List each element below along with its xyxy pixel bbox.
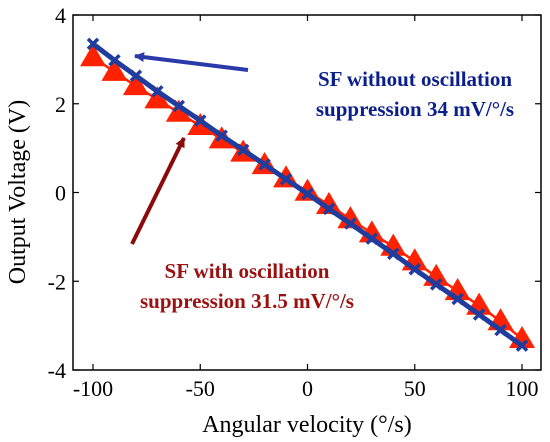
- data-point: [365, 232, 379, 245]
- data-point: [494, 323, 507, 337]
- y-tick-label: 2: [55, 92, 66, 117]
- data-point: [466, 292, 493, 315]
- data-point: [187, 112, 214, 136]
- data-point: [344, 217, 357, 230]
- data-point: [165, 99, 192, 122]
- annotation-blue-line1: SF without oscillation: [318, 67, 512, 91]
- data-point: [429, 278, 443, 291]
- data-point: [515, 339, 529, 352]
- data-point: [337, 206, 364, 229]
- data-point: [301, 187, 314, 201]
- data-point: [129, 69, 143, 83]
- annotation-arrow-red: [130, 137, 186, 245]
- annotation-arrow-blue: [134, 52, 249, 72]
- data-point: [279, 172, 293, 186]
- data-point: [294, 178, 321, 201]
- annotation-red-line2: suppression 31.5 mV/°/s: [140, 289, 354, 313]
- series-layer: [80, 37, 535, 352]
- data-point: [487, 308, 514, 331]
- data-point: [86, 37, 100, 51]
- x-tick-label: 50: [404, 376, 426, 401]
- data-point: [236, 143, 250, 157]
- data-point: [315, 191, 342, 215]
- data-point: [451, 292, 464, 306]
- data-point: [215, 129, 228, 142]
- data-point: [101, 58, 128, 81]
- x-tick-label: -50: [186, 376, 215, 401]
- data-point: [387, 247, 400, 260]
- data-point: [108, 54, 121, 67]
- y-tick-label: 4: [55, 3, 66, 28]
- data-point: [258, 158, 271, 171]
- data-point: [122, 73, 149, 96]
- data-point: [408, 263, 421, 276]
- series-1: [86, 37, 529, 352]
- x-tick-label: 100: [506, 376, 539, 401]
- data-point: [144, 86, 171, 109]
- x-axis-label: Angular velocity (°/s): [202, 412, 412, 438]
- annotation-red-line1: SF with oscillation: [165, 259, 330, 283]
- y-tick-label: -2: [48, 269, 66, 294]
- data-point: [80, 44, 106, 67]
- y-tick-label: -4: [48, 358, 66, 383]
- axis-ticks: -100 -50 0 50 100 -4 -2 0 2 4: [48, 3, 541, 401]
- data-point: [172, 99, 186, 113]
- y-tick-label: 0: [55, 181, 66, 206]
- data-point: [151, 85, 164, 98]
- data-point: [322, 202, 336, 216]
- data-point: [472, 308, 486, 321]
- y-axis-label: Output Voltage (V): [5, 100, 31, 284]
- data-point: [194, 114, 207, 127]
- x-tick-label: -100: [73, 376, 113, 401]
- x-tick-label: 0: [302, 376, 313, 401]
- annotation-blue-line2: suppression 34 mV/°/s: [316, 97, 514, 121]
